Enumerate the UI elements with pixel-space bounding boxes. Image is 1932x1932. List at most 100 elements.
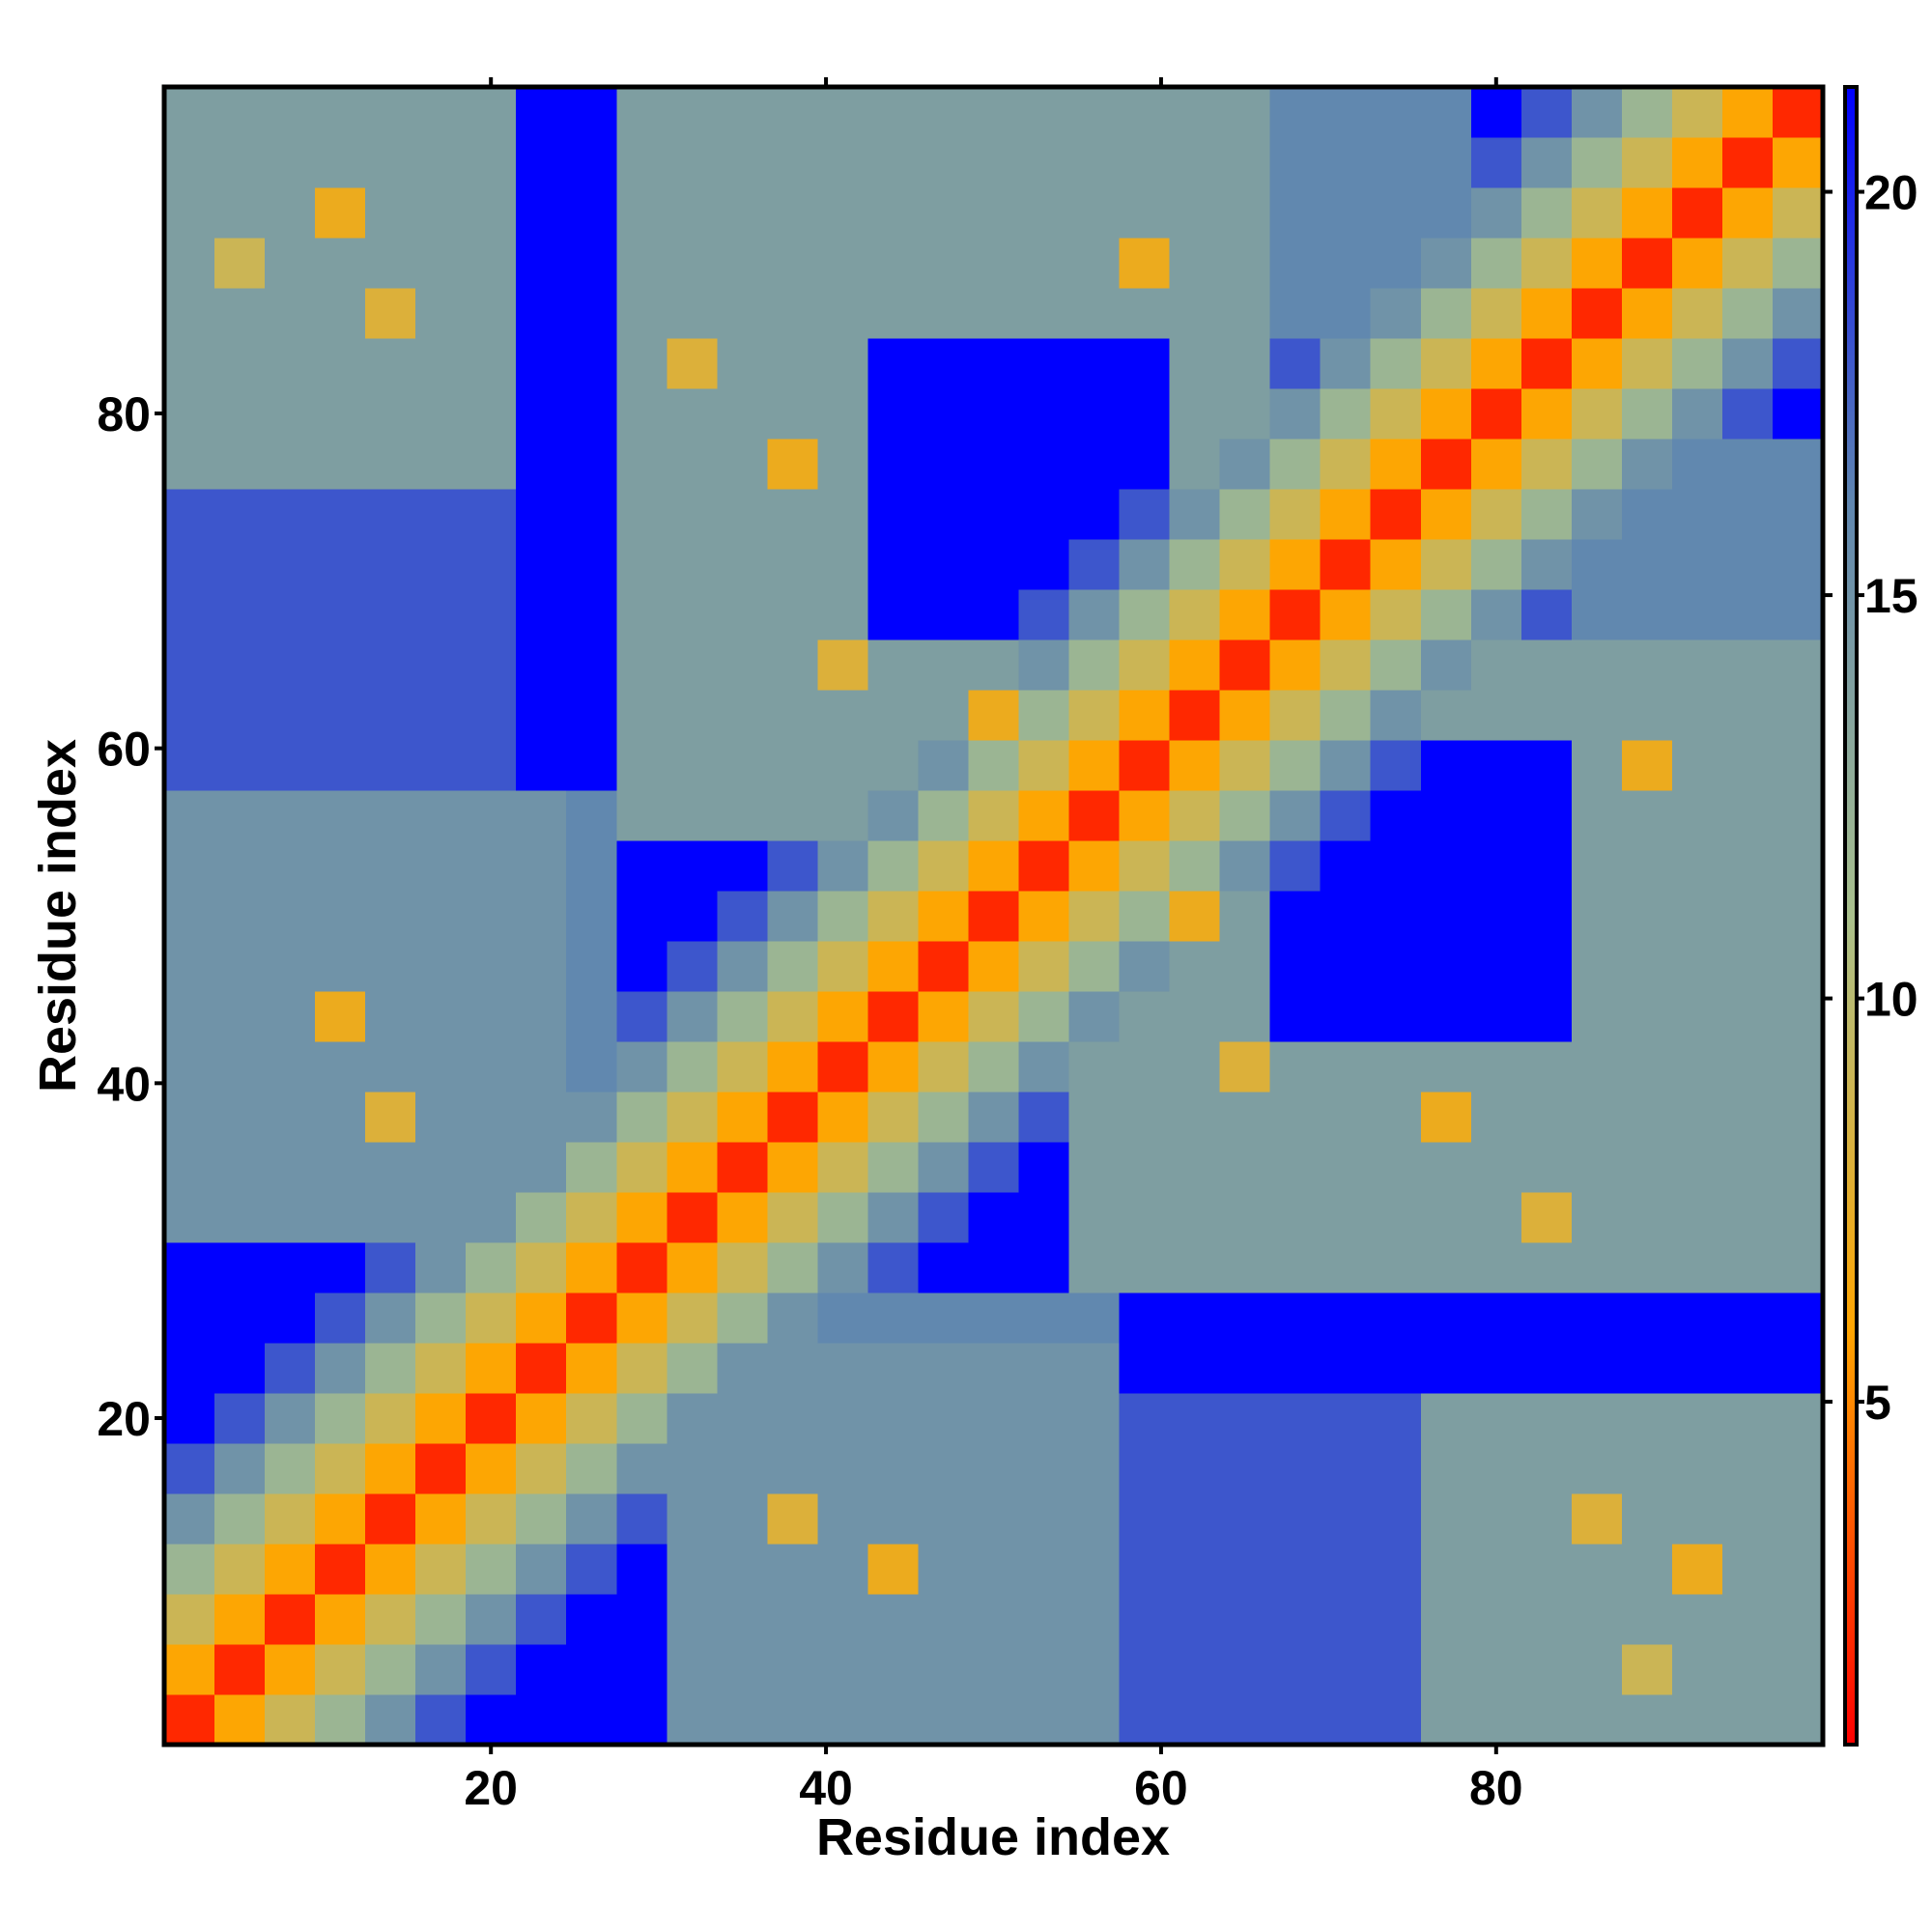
heatmap-cell — [1671, 1393, 1723, 1444]
heatmap-cell — [1621, 489, 1673, 540]
heatmap-cell — [1068, 1644, 1121, 1695]
heatmap-cell — [1370, 991, 1422, 1042]
heatmap-cell — [315, 639, 366, 691]
heatmap-cell — [214, 690, 266, 741]
heatmap-cell — [1219, 1443, 1271, 1494]
heatmap-cell — [767, 991, 818, 1042]
heatmap-cell — [1420, 539, 1472, 590]
heatmap-cell — [415, 1443, 467, 1494]
heatmap-cell — [516, 87, 567, 138]
heatmap-cell — [918, 137, 970, 188]
heatmap-cell — [616, 137, 668, 188]
heatmap-cell — [1621, 639, 1673, 691]
heatmap-cell — [466, 840, 517, 892]
heatmap-cell — [1169, 1594, 1221, 1645]
heatmap-cell — [516, 991, 567, 1042]
heatmap-cell — [1721, 288, 1774, 339]
heatmap-cell — [214, 1192, 266, 1243]
heatmap-cell — [415, 87, 467, 138]
heatmap-cell — [1420, 740, 1472, 791]
heatmap-cell — [1068, 639, 1121, 691]
heatmap-cell — [616, 891, 668, 942]
heatmap-cell — [1520, 941, 1573, 992]
heatmap-cell — [1470, 388, 1522, 440]
heatmap-cell — [1420, 1493, 1472, 1545]
heatmap-cell — [1370, 238, 1422, 289]
heatmap-cell — [1370, 288, 1422, 339]
heatmap-cell — [1520, 1041, 1573, 1093]
heatmap-cell — [265, 740, 316, 791]
heatmap-cell — [1520, 338, 1573, 389]
heatmap-cell — [717, 288, 768, 339]
heatmap-cell — [566, 1644, 617, 1695]
heatmap-cell — [1671, 439, 1723, 490]
heatmap-cell — [867, 639, 920, 691]
heatmap-cell — [1571, 87, 1623, 138]
heatmap-cell — [265, 1644, 316, 1695]
heatmap-cell — [516, 1493, 567, 1545]
heatmap-cell — [1772, 338, 1824, 389]
heatmap-cell — [415, 187, 467, 239]
heatmap-cell — [1169, 439, 1221, 490]
heatmap-cell — [1470, 1694, 1522, 1746]
heatmap-cell — [1671, 238, 1723, 289]
heatmap-cell — [516, 338, 567, 389]
heatmap-cell — [1621, 439, 1673, 490]
heatmap-cell — [968, 539, 1020, 590]
heatmap-cell — [265, 991, 316, 1042]
heatmap-cell — [1068, 891, 1121, 942]
heatmap-cell — [918, 238, 970, 289]
heatmap-cell — [214, 1293, 266, 1344]
heatmap-cell — [1571, 991, 1623, 1042]
heatmap-cell — [164, 539, 215, 590]
heatmap-cell — [1018, 1694, 1070, 1746]
heatmap-cell — [415, 1393, 467, 1444]
heatmap-cell — [566, 489, 617, 540]
heatmap-cell — [1621, 388, 1673, 440]
heatmap-cell — [1068, 740, 1121, 791]
heatmap-cell — [1721, 1443, 1774, 1494]
heatmap-cell — [1470, 1142, 1522, 1193]
heatmap-cell — [1420, 1192, 1472, 1243]
heatmap-cell — [566, 439, 617, 490]
heatmap-cell — [1772, 439, 1824, 490]
heatmap-cell — [867, 790, 920, 841]
heatmap-cell — [1721, 87, 1774, 138]
heatmap-cell — [616, 1694, 668, 1746]
heatmap-cell — [667, 639, 718, 691]
heatmap-cell — [767, 1142, 818, 1193]
heatmap-cell — [1420, 1142, 1472, 1193]
heatmap-cell — [867, 740, 920, 791]
heatmap-cell — [1320, 238, 1372, 289]
heatmap-cell — [1320, 288, 1372, 339]
heatmap-cell — [918, 1242, 970, 1293]
heatmap-cell — [1671, 288, 1723, 339]
heatmap-cell — [1068, 690, 1121, 741]
heatmap-cell — [1470, 690, 1522, 741]
heatmap-cell — [1219, 840, 1271, 892]
heatmap-cell — [767, 1242, 818, 1293]
heatmap-cell — [516, 690, 567, 741]
heatmap-cell — [1520, 991, 1573, 1042]
heatmap-cell — [315, 489, 366, 540]
heatmap-cell — [1119, 1644, 1171, 1695]
heatmap-cell — [1219, 1142, 1271, 1193]
heatmap-cell — [717, 489, 768, 540]
heatmap-cell — [566, 388, 617, 440]
heatmap-cell — [616, 1293, 668, 1344]
heatmap-cell — [1320, 1544, 1372, 1595]
heatmap-cell — [516, 1192, 567, 1243]
heatmap-cell — [867, 941, 920, 992]
heatmap-cell — [1721, 1493, 1774, 1545]
heatmap-cell — [1169, 1293, 1221, 1344]
heatmap-cell — [1420, 1393, 1472, 1444]
axes: 20 40 60 80 20 40 60 80 5 10 15 20 — [97, 77, 1918, 1815]
heatmap-cell — [767, 639, 818, 691]
heatmap-cell — [616, 87, 668, 138]
heatmap-cell — [1470, 1393, 1522, 1444]
heatmap-cell — [867, 1544, 920, 1595]
heatmap-cell — [767, 1343, 818, 1394]
heatmap-cell — [817, 1041, 869, 1093]
heatmap-cell — [1018, 1142, 1070, 1193]
heatmap-cell — [1169, 941, 1221, 992]
